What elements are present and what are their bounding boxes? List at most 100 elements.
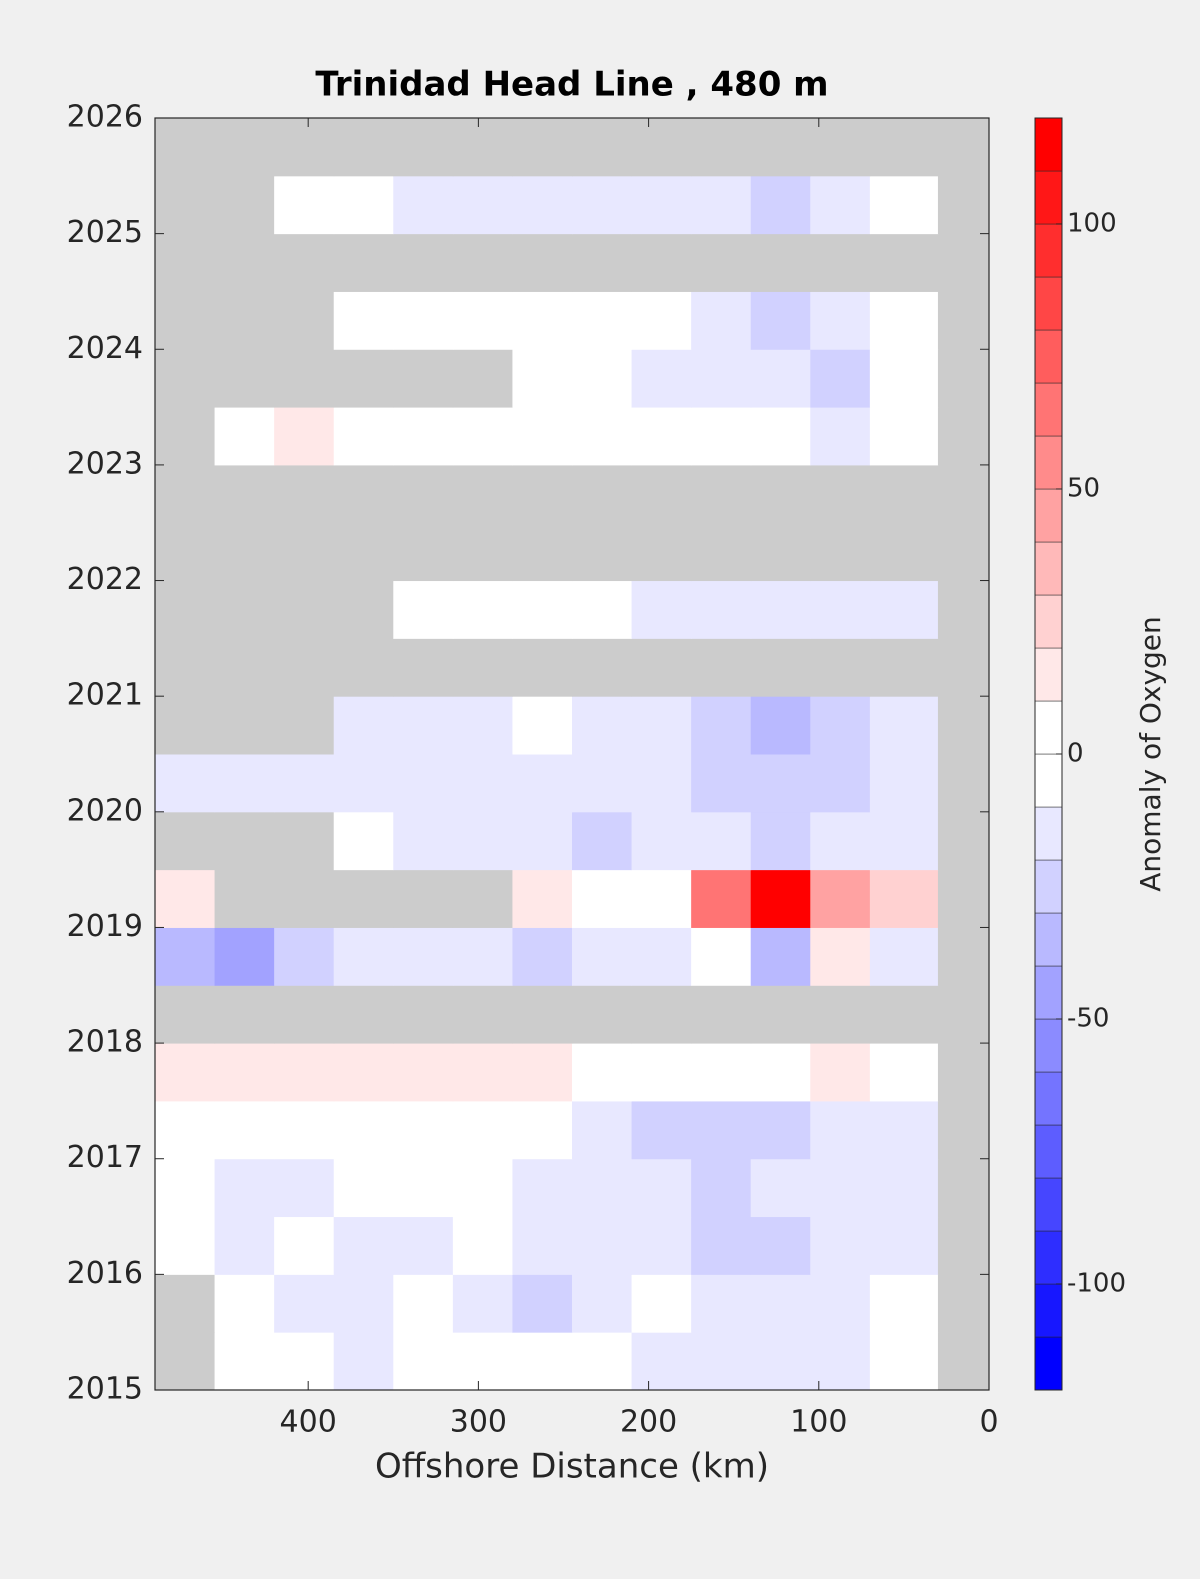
y-tick-label: 2026 — [67, 100, 143, 135]
contour-cell — [810, 1158, 871, 1218]
colorbar-band — [1034, 541, 1063, 596]
contour-cell — [214, 464, 275, 524]
contour-cell — [452, 927, 513, 986]
contour-cell — [274, 118, 335, 177]
contour-cell — [810, 1216, 871, 1275]
contour-cell — [274, 811, 335, 871]
contour-cell — [631, 1216, 692, 1275]
colorbar-band — [1034, 435, 1063, 490]
contour-cell — [274, 1332, 335, 1391]
contour-cell — [512, 580, 573, 639]
contour-cell — [691, 754, 752, 813]
contour-cell — [393, 407, 454, 466]
contour-cell — [750, 1332, 811, 1391]
contour-cell — [214, 638, 275, 697]
contour-cell — [810, 291, 871, 350]
colorbar-band — [1034, 1124, 1063, 1179]
contour-cell — [631, 927, 692, 986]
contour-cell — [572, 927, 633, 986]
contour-cell — [810, 175, 871, 235]
contour-cell — [214, 291, 275, 350]
contour-cell — [452, 407, 513, 466]
contour-cell — [512, 407, 573, 466]
contour-cell — [333, 638, 394, 697]
contour-cell — [155, 696, 216, 755]
contour-cell — [810, 407, 871, 466]
contour-cell — [937, 754, 990, 813]
contour-cell — [869, 869, 939, 928]
contour-cell — [155, 1332, 216, 1391]
contour-cell — [333, 696, 394, 755]
contour-cell — [214, 811, 275, 871]
contour-cell — [937, 1216, 990, 1275]
contour-cell — [691, 349, 752, 408]
y-tick-label: 2023 — [67, 446, 143, 481]
contour-cell — [452, 638, 513, 697]
contour-cell — [572, 811, 633, 871]
contour-cell — [937, 522, 990, 582]
contour-cell — [393, 927, 454, 986]
contour-cell — [572, 754, 633, 813]
contour-cell — [750, 407, 811, 466]
axes: 400 300 200 100 0 2015 2016 2017 2018 2019 2020 202… — [67, 100, 999, 1440]
contour-cell — [937, 696, 990, 755]
contour-cell — [691, 1100, 752, 1160]
contour-cell — [393, 291, 454, 350]
contour-cell — [155, 811, 216, 871]
contour-cell — [937, 233, 990, 292]
contour-cell — [691, 1332, 752, 1391]
colorbar-band — [1034, 1018, 1063, 1073]
contour-cell — [691, 1043, 752, 1102]
contour-cell — [333, 1100, 394, 1160]
contour-cell — [691, 1216, 752, 1275]
contour-cell — [155, 869, 216, 928]
colorbar-tick-label: 50 — [1067, 474, 1100, 504]
contour-cell — [937, 1274, 990, 1333]
y-tick-label: 2019 — [67, 909, 143, 944]
contour-cell — [155, 407, 216, 466]
contour-cell — [869, 696, 939, 755]
contour-cell — [631, 1043, 692, 1102]
colorbar-band — [1034, 276, 1063, 331]
contour-cell — [512, 1043, 573, 1102]
contour-cell — [750, 349, 811, 408]
colorbar-band — [1034, 912, 1063, 967]
y-tick-label: 2025 — [67, 215, 143, 250]
contour-cell — [333, 927, 394, 986]
contour-cell — [393, 1332, 454, 1391]
contour-cell — [869, 1274, 939, 1333]
contour-cell — [452, 118, 513, 177]
contour-cell — [869, 175, 939, 235]
contour-cell — [512, 1158, 573, 1218]
contour-cell — [631, 349, 692, 408]
y-tick-label: 2022 — [67, 562, 143, 597]
contour-cell — [631, 464, 692, 524]
contour-cell — [869, 291, 939, 350]
contour-cell — [937, 1100, 990, 1160]
contour-cell — [631, 580, 692, 639]
contour-cell — [155, 754, 216, 813]
contour-cell — [512, 118, 573, 177]
colorbar-band — [1034, 1336, 1063, 1391]
contour-cell — [631, 118, 692, 177]
contour-cell — [572, 638, 633, 697]
contour-cell — [572, 1332, 633, 1391]
plot-frame — [154, 117, 990, 1391]
contour-cell — [512, 522, 573, 582]
colorbar-band — [1034, 1230, 1063, 1285]
contour-cell — [631, 811, 692, 871]
contour-cell — [393, 696, 454, 755]
contour-cell — [214, 1274, 275, 1333]
contour-cell — [750, 175, 811, 235]
contour-cell — [452, 1274, 513, 1333]
contour-cell — [869, 811, 939, 871]
contour-cell — [691, 811, 752, 871]
contour-cell — [393, 754, 454, 813]
contour-cell — [937, 869, 990, 928]
contour-cell — [937, 464, 990, 524]
contour-cell — [274, 985, 335, 1044]
contour-cell — [691, 985, 752, 1044]
contour-cell — [937, 291, 990, 350]
colorbar-band — [1034, 700, 1063, 755]
contour-cell — [810, 869, 871, 928]
